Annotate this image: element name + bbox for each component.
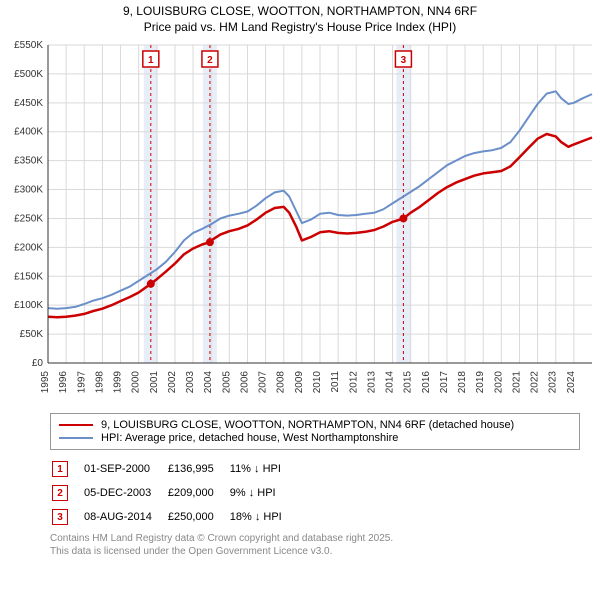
svg-text:2009: 2009 [294, 371, 305, 394]
svg-text:£200K: £200K [14, 243, 43, 254]
marker-badge-cell: 1 [52, 458, 82, 480]
legend-swatch-price-paid [59, 424, 93, 426]
svg-text:£150K: £150K [14, 271, 43, 282]
svg-text:1999: 1999 [113, 371, 124, 394]
svg-text:2021: 2021 [511, 371, 522, 394]
sale-price: £136,995 [168, 458, 228, 480]
table-row: 3 08-AUG-2014£250,00018% ↓ HPI [52, 506, 296, 528]
svg-text:2022: 2022 [530, 371, 541, 394]
svg-text:£0: £0 [32, 358, 44, 369]
sale-date: 05-DEC-2003 [84, 482, 166, 504]
sale-diff: 18% ↓ HPI [230, 506, 296, 528]
svg-text:2000: 2000 [131, 371, 142, 394]
footer-line-1: Contains HM Land Registry data © Crown c… [50, 532, 580, 545]
footer-attribution: Contains HM Land Registry data © Crown c… [50, 532, 580, 558]
svg-text:2006: 2006 [239, 371, 250, 394]
svg-text:2011: 2011 [330, 371, 341, 393]
svg-text:1995: 1995 [40, 371, 51, 394]
svg-text:2017: 2017 [439, 371, 450, 394]
svg-text:2012: 2012 [348, 371, 359, 394]
svg-text:2024: 2024 [566, 371, 577, 394]
svg-text:2008: 2008 [276, 371, 287, 394]
svg-text:1998: 1998 [94, 371, 105, 394]
svg-text:£50K: £50K [20, 329, 44, 340]
svg-text:2020: 2020 [493, 371, 504, 394]
marker-badge-cell: 2 [52, 482, 82, 504]
svg-text:2: 2 [207, 55, 213, 66]
svg-text:£400K: £400K [14, 127, 43, 138]
svg-text:£100K: £100K [14, 300, 43, 311]
svg-text:2005: 2005 [221, 371, 232, 394]
marker-badge: 3 [52, 509, 68, 525]
svg-text:2015: 2015 [403, 371, 414, 394]
svg-text:£550K: £550K [14, 40, 43, 51]
svg-text:2014: 2014 [385, 371, 396, 394]
sale-diff: 11% ↓ HPI [230, 458, 296, 480]
svg-text:3: 3 [401, 55, 407, 66]
legend-row-hpi: HPI: Average price, detached house, West… [59, 432, 571, 444]
chart-container: 1 2 3 £0 £50K £100K £150K £200K £250K £300K £350K £… [0, 37, 600, 407]
svg-text:2013: 2013 [366, 371, 377, 394]
svg-text:2019: 2019 [475, 371, 486, 394]
marker-badge: 1 [52, 461, 68, 477]
svg-text:2002: 2002 [167, 371, 178, 394]
line-chart: 1 2 3 £0 £50K £100K £150K £200K £250K £300K £350K £… [0, 37, 600, 407]
legend-label-price-paid: 9, LOUISBURG CLOSE, WOOTTON, NORTHAMPTON… [101, 419, 514, 431]
chart-title: 9, LOUISBURG CLOSE, WOOTTON, NORTHAMPTON… [0, 4, 600, 35]
table-row: 1 01-SEP-2000£136,99511% ↓ HPI [52, 458, 296, 480]
svg-text:£300K: £300K [14, 185, 43, 196]
sale-diff: 9% ↓ HPI [230, 482, 296, 504]
sale-price: £209,000 [168, 482, 228, 504]
sale-date: 08-AUG-2014 [84, 506, 166, 528]
footer-line-2: This data is licensed under the Open Gov… [50, 545, 580, 558]
svg-text:2023: 2023 [548, 371, 559, 394]
marker-badge: 2 [52, 485, 68, 501]
legend: 9, LOUISBURG CLOSE, WOOTTON, NORTHAMPTON… [50, 413, 580, 450]
legend-row-price-paid: 9, LOUISBURG CLOSE, WOOTTON, NORTHAMPTON… [59, 419, 571, 431]
legend-label-hpi: HPI: Average price, detached house, West… [101, 432, 398, 444]
title-line-1: 9, LOUISBURG CLOSE, WOOTTON, NORTHAMPTON… [0, 4, 600, 20]
svg-text:2001: 2001 [149, 371, 160, 394]
sale-price: £250,000 [168, 506, 228, 528]
legend-swatch-hpi [59, 437, 93, 439]
title-line-2: Price paid vs. HM Land Registry's House … [0, 20, 600, 36]
table-row: 2 05-DEC-2003£209,0009% ↓ HPI [52, 482, 296, 504]
svg-text:2004: 2004 [203, 371, 214, 394]
svg-text:£350K: £350K [14, 156, 43, 167]
svg-text:2016: 2016 [421, 371, 432, 394]
sales-table: 1 01-SEP-2000£136,99511% ↓ HPI 2 05-DEC-200… [50, 456, 298, 530]
svg-text:1997: 1997 [76, 371, 87, 394]
svg-text:2010: 2010 [312, 371, 323, 394]
svg-text:1: 1 [148, 55, 154, 66]
svg-text:2007: 2007 [258, 371, 269, 394]
svg-text:1996: 1996 [58, 371, 69, 394]
marker-badge-cell: 3 [52, 506, 82, 528]
svg-text:£450K: £450K [14, 98, 43, 109]
svg-text:2003: 2003 [185, 371, 196, 394]
svg-text:£250K: £250K [14, 214, 43, 225]
sale-date: 01-SEP-2000 [84, 458, 166, 480]
svg-text:£500K: £500K [14, 69, 43, 80]
svg-text:2018: 2018 [457, 371, 468, 394]
